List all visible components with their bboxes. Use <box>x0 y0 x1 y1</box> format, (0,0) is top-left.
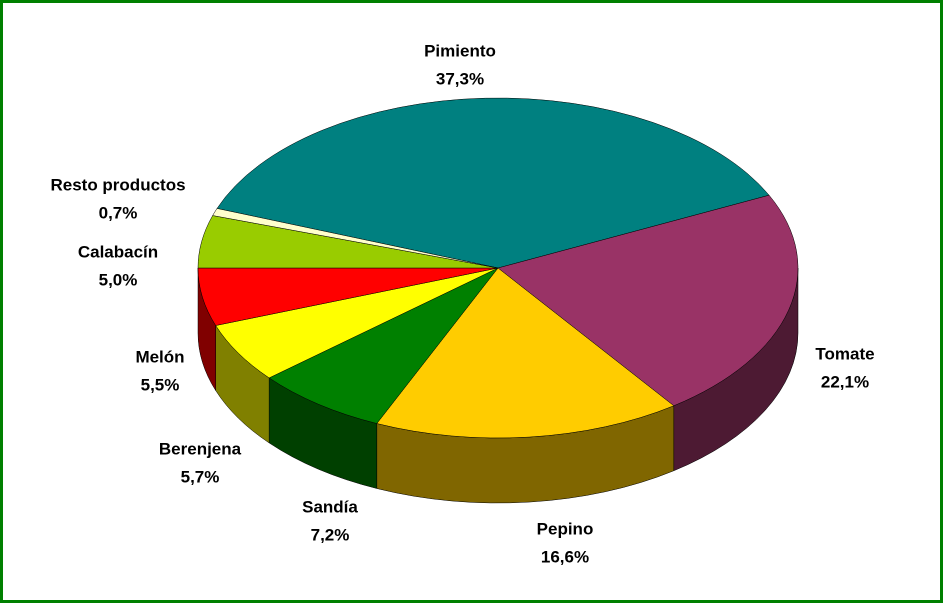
slice-label: Calabacín <box>78 242 158 261</box>
slice <box>212 208 499 269</box>
slice-label: Melón <box>135 347 184 366</box>
slice-label: Pimiento <box>424 41 496 60</box>
slice-label: Pepino <box>537 519 594 538</box>
slice <box>216 97 770 269</box>
slice-value-label: 7,2% <box>311 525 350 544</box>
slice-value-label: 5,5% <box>141 375 180 394</box>
slice-label: Resto productos <box>50 175 185 194</box>
slice-value-label: 16,6% <box>541 547 589 566</box>
slice <box>268 267 499 424</box>
slice-value-label: 0,7% <box>99 203 138 222</box>
slice-value-label: 22,1% <box>821 372 869 391</box>
slice-label: Sandía <box>302 497 358 516</box>
slice-label: Tomate <box>815 344 874 363</box>
slice-value-label: 5,7% <box>181 467 220 486</box>
slice <box>376 267 675 439</box>
slice-value-label: 5,0% <box>99 270 138 289</box>
slice-label: Berenjena <box>159 439 242 458</box>
slice-value-label: 37,3% <box>436 69 484 88</box>
slice <box>497 194 799 407</box>
